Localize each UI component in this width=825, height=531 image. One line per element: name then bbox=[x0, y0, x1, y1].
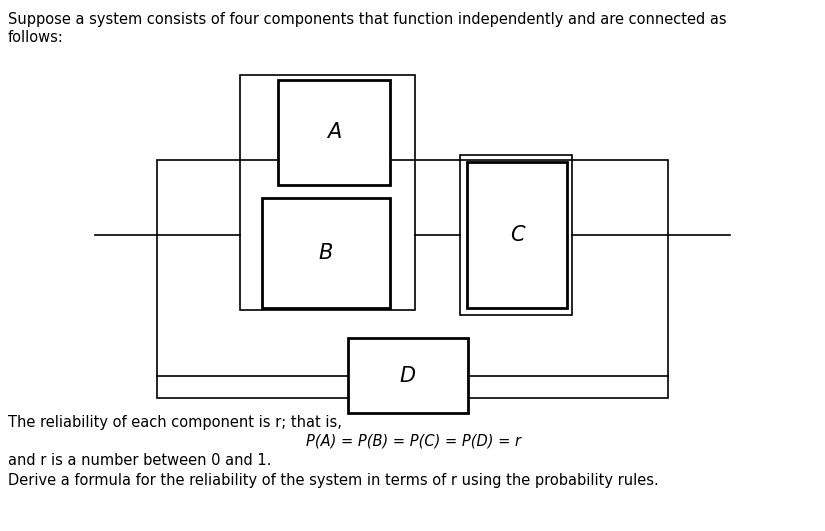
Text: A: A bbox=[327, 123, 341, 142]
Text: and r is a number between 0 and 1.: and r is a number between 0 and 1. bbox=[8, 453, 271, 468]
Text: The reliability of each component is r; that is,: The reliability of each component is r; … bbox=[8, 415, 342, 430]
Bar bbox=[467, 162, 567, 308]
Bar bbox=[348, 338, 468, 413]
Text: B: B bbox=[318, 243, 333, 263]
Text: P(A) = P(B) = P(C) = P(D) = r: P(A) = P(B) = P(C) = P(D) = r bbox=[305, 433, 521, 448]
Bar bbox=[460, 155, 572, 315]
Bar bbox=[262, 198, 390, 308]
Bar bbox=[278, 80, 390, 185]
Text: Derive a formula for the reliability of the system in terms of r using the proba: Derive a formula for the reliability of … bbox=[8, 473, 658, 488]
Text: Suppose a system consists of four components that function independently and are: Suppose a system consists of four compon… bbox=[8, 12, 727, 27]
Bar bbox=[240, 75, 415, 310]
Text: D: D bbox=[400, 365, 416, 386]
Text: C: C bbox=[510, 225, 525, 245]
Text: follows:: follows: bbox=[8, 30, 64, 45]
Bar bbox=[157, 160, 668, 398]
